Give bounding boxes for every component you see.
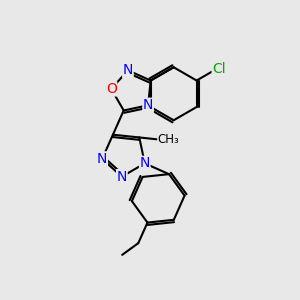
Text: O: O	[106, 82, 117, 96]
Text: N: N	[97, 152, 107, 166]
Text: N: N	[123, 63, 133, 77]
Text: N: N	[143, 98, 153, 112]
Text: N: N	[117, 169, 127, 184]
Text: Cl: Cl	[212, 62, 226, 76]
Text: CH₃: CH₃	[158, 133, 179, 146]
Text: N: N	[140, 156, 150, 170]
